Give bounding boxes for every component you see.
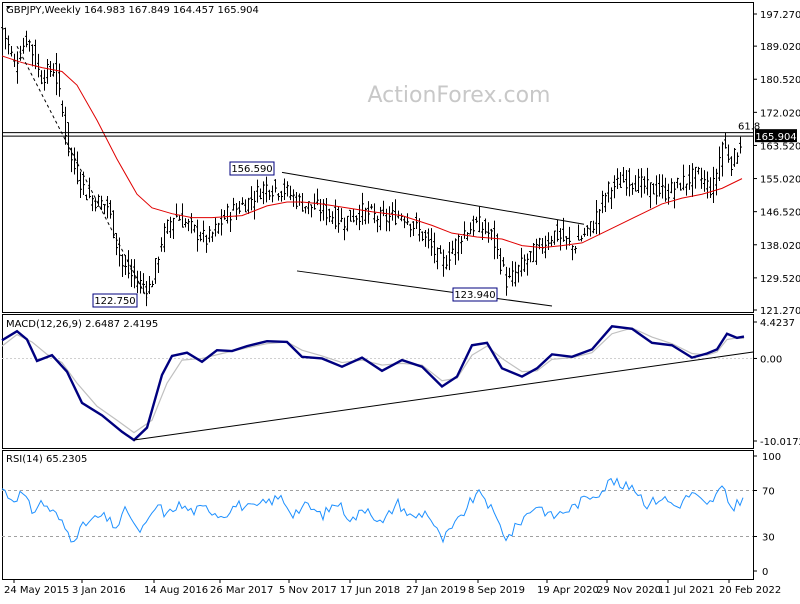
price-y-tick-label: 138.020 — [760, 241, 800, 252]
price-trendline — [281, 171, 585, 225]
price-y-tick-label: 146.520 — [760, 208, 800, 219]
price-trendline — [16, 45, 148, 299]
x-tick-label: 24 May 2015 — [4, 585, 69, 596]
price-annotation: 156.590 — [229, 161, 275, 176]
rsi-y-tick-label: 70 — [762, 487, 775, 498]
dropdown-icon — [6, 6, 11, 9]
x-tick-label: 11 Jul 2021 — [658, 585, 715, 596]
macd-panel: MACD(12,26,9) 2.6487 2.4195 4.4237 0.00 -10… — [1, 318, 800, 448]
x-tick-label: 19 Apr 2020 — [537, 585, 599, 596]
macd-panel-frame — [2, 314, 754, 449]
price-trendline — [296, 270, 553, 307]
price-annotation-label: 122.750 — [94, 296, 135, 307]
price-y-tick-label: 180.520 — [760, 75, 800, 86]
rsi-line — [1, 477, 744, 544]
current-price-tag — [755, 129, 797, 143]
x-tick-label: 29 Nov 2020 — [597, 585, 661, 596]
macd-trendline — [133, 351, 755, 441]
rsi-panel-frame — [2, 450, 754, 580]
x-tick-label: 27 Jan 2019 — [406, 585, 466, 596]
fib-level-label: 61.8 — [738, 122, 760, 133]
macd-signal-line — [1, 327, 745, 434]
x-tick-label: 20 Feb 2022 — [719, 585, 781, 596]
price-panel-frame — [2, 2, 754, 313]
price-y-tick-label: 121.270 — [760, 306, 800, 317]
x-tick-label: 14 Aug 2016 — [144, 585, 208, 596]
macd-line — [1, 325, 745, 442]
price-annotation-box — [92, 293, 138, 308]
x-tick-label: 3 Jan 2016 — [72, 585, 126, 596]
macd-y-tick-label: 0.00 — [760, 354, 782, 365]
price-y-tick-label: 155.020 — [760, 175, 800, 186]
price-y-tick-label: 129.520 — [760, 274, 800, 285]
rsi-y-tick-label: 0 — [762, 567, 768, 578]
price-y-tick-label: 163.520 — [760, 141, 800, 152]
price-annotation-label: 156.590 — [231, 164, 272, 175]
watermark: ActionForex.com — [368, 83, 551, 108]
rsi-panel: RSI(14) 65.2305 100 70 30 0 — [1, 452, 781, 578]
price-y-tick-label: 172.020 — [760, 108, 800, 119]
x-tick-label: 5 Nov 2017 — [279, 585, 337, 596]
x-tick-label: 17 Jun 2018 — [340, 585, 400, 596]
rsi-y-tick-label: 30 — [762, 533, 775, 544]
macd-y-tick-label: 4.4237 — [760, 318, 795, 329]
price-y-tick-label: 197.270 — [760, 10, 800, 21]
x-tick-label: 26 Mar 2017 — [210, 585, 273, 596]
price-panel: 197.270 189.020 180.520 172.020 163.520 155.0… — [1, 10, 800, 317]
price-annotation: 123.940 — [452, 287, 498, 302]
price-annotation: 122.750 — [92, 293, 138, 308]
price-annotation-box — [452, 287, 498, 302]
rsi-header: RSI(14) 65.2305 — [6, 454, 87, 465]
price-bars — [1, 26, 742, 307]
rsi-y-tick-label: 100 — [762, 452, 781, 463]
price-annotation-box — [229, 161, 275, 176]
price-y-tick-label: 189.020 — [760, 42, 800, 53]
price-header: GBPJPY,Weekly 164.983 167.849 164.457 16… — [6, 5, 259, 16]
x-tick-label: 8 Sep 2019 — [468, 585, 525, 596]
current-price-label: 165.904 — [755, 132, 796, 143]
price-annotation-label: 123.940 — [454, 290, 495, 301]
moving-average-line — [1, 55, 743, 249]
macd-header: MACD(12,26,9) 2.6487 2.4195 — [6, 319, 158, 330]
